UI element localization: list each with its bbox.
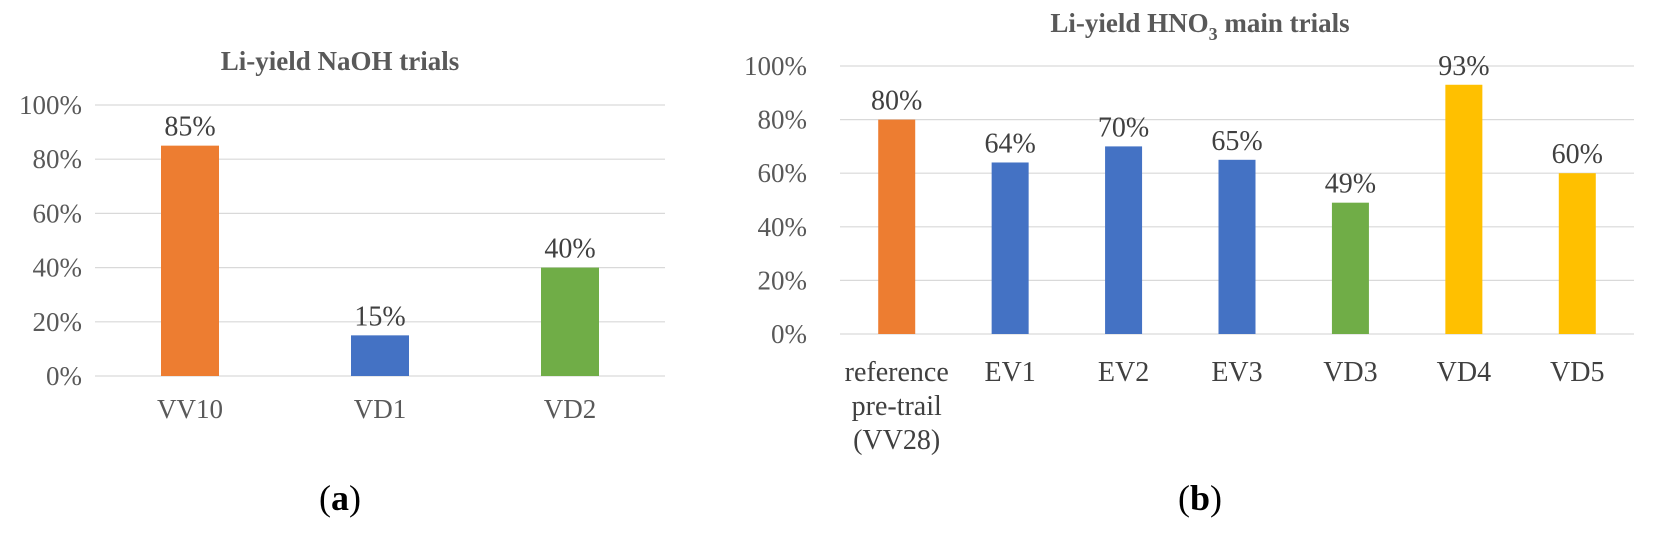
chart-b-y-tick-label: 20% bbox=[758, 265, 808, 295]
chart-a-bar bbox=[541, 267, 599, 376]
chart-b-category-label-line: VD3 bbox=[1323, 357, 1377, 388]
chart-b-data-label: 60% bbox=[1552, 139, 1603, 170]
chart-a-category-label-line: VD2 bbox=[544, 394, 597, 424]
chart-a-y-tick-label: 100% bbox=[19, 90, 82, 120]
chart-b-y-tick-label: 60% bbox=[758, 158, 808, 188]
chart-b-category-label: VD3 bbox=[1323, 357, 1377, 388]
chart-a-data-label: 40% bbox=[544, 234, 595, 265]
chart-a-y-tick-label: 60% bbox=[33, 198, 83, 228]
chart-b-category-label-line: VD5 bbox=[1550, 357, 1604, 388]
chart-b-category-label-line: (VV28) bbox=[853, 425, 940, 456]
chart-b-data-label: 64% bbox=[984, 128, 1035, 159]
chart-b-sublabel: (b) bbox=[1178, 478, 1222, 518]
chart-b-category-label-line: EV2 bbox=[1098, 357, 1149, 388]
chart-b-title: Li-yield HNO3 main trials bbox=[1050, 8, 1349, 44]
chart-b-category-label: EV2 bbox=[1098, 357, 1149, 388]
chart-b-title-main: Li-yield HNO bbox=[1050, 8, 1208, 38]
chart-b-category-label-line: pre-trail bbox=[852, 391, 942, 422]
chart-a-y-tick-label: 20% bbox=[33, 307, 83, 337]
chart-b-category-label-line: reference bbox=[845, 357, 949, 388]
chart-a-data-label: 85% bbox=[164, 112, 215, 143]
chart-b-bar bbox=[1105, 146, 1143, 334]
chart-b-category-label: reference pre-trail (VV28) bbox=[845, 357, 949, 456]
chart-a-category-label: VD2 bbox=[544, 394, 597, 424]
chart-a-title: Li-yield NaOH trials bbox=[221, 46, 460, 76]
chart-b-category-label-line: VD4 bbox=[1437, 357, 1491, 388]
chart-a-naoh: Li-yield NaOH trials 0%20%40%60%80%100% … bbox=[19, 46, 665, 518]
chart-a-category-label: VV10 bbox=[157, 394, 223, 424]
chart-b-bar bbox=[878, 119, 916, 334]
chart-b-bar bbox=[1558, 173, 1596, 334]
chart-b-y-tick-label: 40% bbox=[758, 212, 808, 242]
chart-b-bar bbox=[1218, 159, 1256, 334]
chart-a-sublabel: (a) bbox=[319, 478, 361, 518]
chart-b-y-tick-label: 80% bbox=[758, 105, 808, 135]
chart-b-category-label: VD4 bbox=[1437, 357, 1491, 388]
chart-a-category-label-line: VD1 bbox=[354, 394, 407, 424]
chart-b-data-label: 93% bbox=[1438, 51, 1489, 82]
chart-b-data-label: 49% bbox=[1325, 169, 1376, 200]
chart-b-sublabel-letter: b bbox=[1190, 478, 1210, 518]
chart-a-y-tick-label: 0% bbox=[46, 361, 82, 391]
chart-a-category-label: VD1 bbox=[354, 394, 407, 424]
chart-b-y-tick-label: 100% bbox=[744, 51, 807, 81]
chart-b-data-label: 65% bbox=[1211, 126, 1262, 157]
chart-a-bar bbox=[351, 335, 409, 376]
chart-b-category-label: EV3 bbox=[1211, 357, 1262, 388]
chart-a-data-label: 15% bbox=[354, 301, 405, 332]
chart-b-title-suffix: main trials bbox=[1218, 8, 1350, 38]
chart-b-data-label: 80% bbox=[871, 86, 922, 117]
chart-a-category-label-line: VV10 bbox=[157, 394, 223, 424]
chart-b-bar bbox=[991, 162, 1029, 334]
chart-b-category-label: EV1 bbox=[984, 357, 1035, 388]
chart-b-bar bbox=[1445, 84, 1483, 334]
chart-a-y-tick-label: 40% bbox=[33, 253, 83, 283]
chart-b-y-tick-label: 0% bbox=[771, 319, 807, 349]
chart-b-category-label: VD5 bbox=[1550, 357, 1604, 388]
chart-b-bar bbox=[1331, 202, 1369, 334]
chart-a-sublabel-letter: a bbox=[331, 478, 349, 518]
chart-a-y-tick-label: 80% bbox=[33, 144, 83, 174]
chart-b-title-subscript: 3 bbox=[1209, 24, 1218, 44]
chart-b-category-label-line: EV1 bbox=[984, 357, 1035, 388]
chart-b-category-label-line: EV3 bbox=[1211, 357, 1262, 388]
chart-b-hno3: Li-yield HNO3 main trials 0% 20% 40% 60% 80%… bbox=[744, 8, 1634, 518]
chart-a-bar bbox=[161, 145, 219, 376]
chart-b-data-label: 70% bbox=[1098, 112, 1149, 143]
